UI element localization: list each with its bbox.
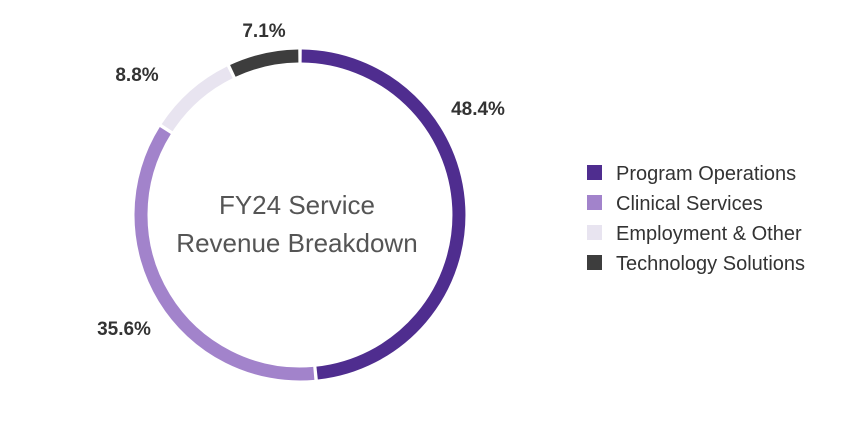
donut-slice-technology-solutions bbox=[230, 49, 299, 77]
donut-slice-employment-other bbox=[161, 66, 233, 132]
chart-title-line-2: Revenue Breakdown bbox=[176, 228, 417, 258]
donut-slice-program-operations bbox=[301, 49, 466, 380]
legend-label-program-operations: Program Operations bbox=[616, 163, 796, 185]
legend-label-technology-solutions: Technology Solutions bbox=[616, 253, 805, 275]
legend: Program Operations Clinical Services Emp… bbox=[587, 163, 805, 275]
donut-slices bbox=[134, 49, 466, 381]
value-label-technology-solutions: 7.1% bbox=[242, 21, 285, 42]
legend-label-clinical-services: Clinical Services bbox=[616, 193, 763, 215]
value-label-clinical-services: 35.6% bbox=[97, 319, 151, 340]
legend-swatch-program-operations bbox=[587, 165, 602, 180]
legend-swatch-technology-solutions bbox=[587, 255, 602, 270]
legend-swatch-employment-other bbox=[587, 225, 602, 240]
donut-slice-clinical-services bbox=[134, 127, 315, 381]
legend-swatch-clinical-services bbox=[587, 195, 602, 210]
legend-label-employment-other: Employment & Other bbox=[616, 223, 802, 245]
value-label-program-operations: 48.4% bbox=[451, 99, 505, 120]
value-label-employment-other: 8.8% bbox=[115, 65, 158, 86]
chart-title-line-1: FY24 Service bbox=[219, 190, 375, 220]
